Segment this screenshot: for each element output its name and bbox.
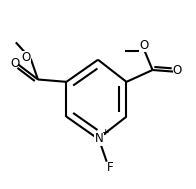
Text: F: F [107, 161, 113, 174]
Text: N: N [94, 132, 103, 145]
Text: O: O [22, 51, 31, 64]
Text: +: + [101, 128, 109, 137]
Text: O: O [172, 64, 181, 77]
Text: O: O [10, 57, 19, 70]
Text: O: O [139, 40, 148, 53]
